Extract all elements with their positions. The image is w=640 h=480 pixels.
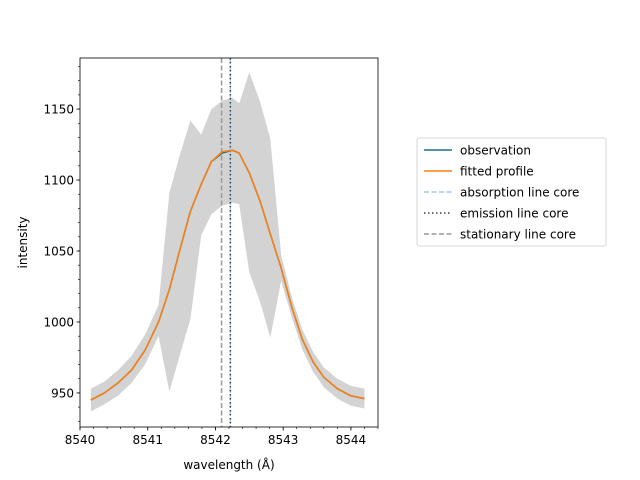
y-tick-label: 1000: [43, 315, 74, 329]
legend-label-0: observation: [460, 144, 531, 158]
legend-box: [416, 137, 607, 247]
series-line-1: [90, 149, 365, 401]
legend-label-3: emission line core: [460, 207, 568, 221]
y-axis: 950 1000 1050 1100 1150: [43, 66, 80, 422]
plot-area: [90, 58, 365, 427]
legend-label-2: absorption line core: [460, 186, 579, 200]
x-tick-label: 8543: [268, 433, 299, 447]
y-axis-label: intensity: [16, 216, 30, 268]
x-tick-label: 8541: [132, 433, 163, 447]
y-tick-label: 1050: [43, 245, 74, 259]
y-tick-label: 950: [51, 386, 74, 400]
x-tick-label: 8544: [336, 433, 367, 447]
legend-label-4: stationary line core: [460, 228, 576, 242]
legend: observation fitted profile absorption line…: [416, 137, 607, 247]
x-tick-label: 8542: [200, 433, 231, 447]
y-tick-label: 1100: [43, 174, 74, 188]
x-axis-label: wavelength (Å): [183, 457, 274, 472]
x-axis: 8540 8541 8542 8543 8544: [65, 427, 379, 447]
uncertainty-band: [90, 72, 365, 412]
x-tick-label: 8540: [65, 433, 96, 447]
legend-label-1: fitted profile: [460, 165, 534, 179]
y-tick-label: 1150: [43, 103, 74, 117]
